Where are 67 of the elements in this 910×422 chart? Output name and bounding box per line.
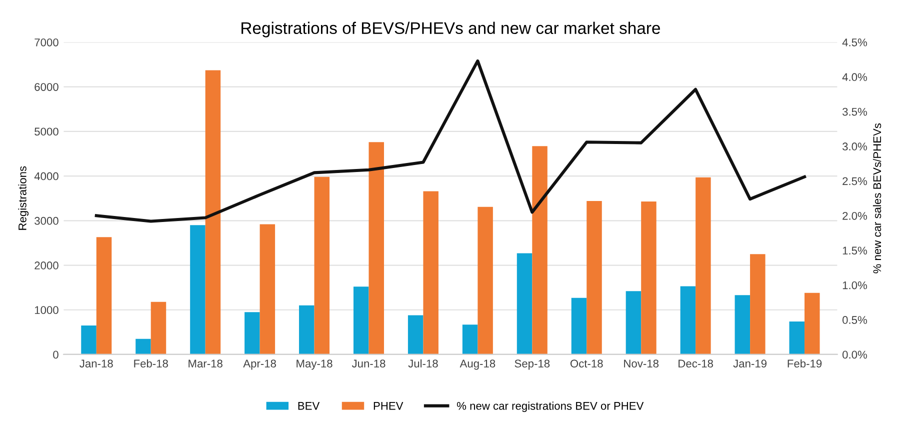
bar bbox=[408, 315, 424, 354]
y2-tick-label: 2.0% bbox=[842, 212, 867, 220]
y2-tick-label: 2.5% bbox=[842, 177, 867, 186]
x-tick-label: Jan-18 bbox=[80, 360, 113, 368]
y-tick-label: 4000 bbox=[34, 172, 58, 180]
bar bbox=[571, 298, 587, 354]
x-tick-label: Dec-18 bbox=[678, 360, 713, 368]
x-tick-label: May-18 bbox=[296, 360, 332, 370]
bar bbox=[696, 177, 711, 354]
bar bbox=[368, 142, 384, 354]
legend-label: % new car registrations BEV or PHEV bbox=[456, 402, 644, 412]
x-tick-label: Apr-18 bbox=[243, 360, 276, 370]
bar bbox=[586, 201, 602, 354]
y-tick-label: 7000 bbox=[34, 38, 58, 46]
legend-label: BEV bbox=[298, 402, 320, 410]
y-tick-label: 1000 bbox=[34, 306, 58, 314]
bar bbox=[260, 224, 276, 354]
bar bbox=[81, 325, 96, 354]
x-tick-label: Jul-18 bbox=[408, 359, 438, 368]
x-tick-label: Nov-18 bbox=[624, 360, 659, 368]
bar bbox=[680, 286, 696, 354]
y-tick-label: 2000 bbox=[34, 262, 58, 270]
bar bbox=[734, 295, 750, 354]
bar bbox=[789, 321, 805, 354]
x-tick-label: Aug-18 bbox=[460, 360, 496, 370]
y2-tick-label: 3.0% bbox=[842, 142, 867, 150]
bar bbox=[626, 291, 642, 354]
bar bbox=[478, 206, 493, 354]
bar bbox=[532, 146, 548, 354]
y2-tick-label: 4.0% bbox=[842, 73, 867, 82]
bar bbox=[190, 225, 206, 354]
y-tick-label: 5000 bbox=[34, 128, 58, 136]
bar bbox=[314, 176, 330, 354]
bar bbox=[96, 237, 112, 354]
y-tick-label: 0 bbox=[53, 350, 58, 359]
x-tick-label: Feb-18 bbox=[134, 359, 168, 368]
bar bbox=[353, 286, 369, 354]
y2-tick-label: 3.5% bbox=[842, 108, 867, 116]
y2-tick-label: 1.5% bbox=[842, 246, 867, 255]
x-tick-label: Jan-19 bbox=[733, 360, 767, 368]
y2-tick-label: 0.0% bbox=[842, 350, 867, 359]
x-tick-label: Mar-18 bbox=[188, 360, 222, 368]
x-tick-label: Sep-18 bbox=[514, 360, 550, 370]
bar bbox=[804, 292, 820, 354]
bar bbox=[205, 70, 221, 354]
bar bbox=[750, 254, 766, 354]
chart-title: Registrations of BEVS/PHEVs and new car market share bbox=[242, 22, 660, 38]
y2-tick-label: 4.5% bbox=[842, 38, 867, 46]
bar bbox=[516, 253, 532, 354]
legend-label: PHEV bbox=[374, 402, 404, 410]
x-tick-label: Jun-18 bbox=[352, 360, 386, 368]
bar bbox=[136, 338, 151, 354]
y-axis-title: Registrations bbox=[18, 166, 29, 230]
bar bbox=[423, 191, 438, 354]
bar bbox=[150, 302, 166, 354]
bar bbox=[641, 201, 656, 354]
bar bbox=[244, 312, 260, 354]
y2-tick-label: 1.0% bbox=[842, 281, 867, 290]
y2-axis-title: % new car sales BEVs/PHEVs bbox=[872, 123, 882, 274]
x-tick-label: Feb-19 bbox=[788, 359, 822, 368]
bar bbox=[462, 324, 478, 354]
y2-tick-label: 0.5% bbox=[842, 316, 867, 324]
x-tick-label: Oct-18 bbox=[570, 360, 603, 368]
y-tick-label: 3000 bbox=[34, 216, 58, 225]
line-series bbox=[94, 59, 806, 223]
y-tick-label: 6000 bbox=[34, 83, 58, 91]
bar bbox=[299, 305, 314, 354]
